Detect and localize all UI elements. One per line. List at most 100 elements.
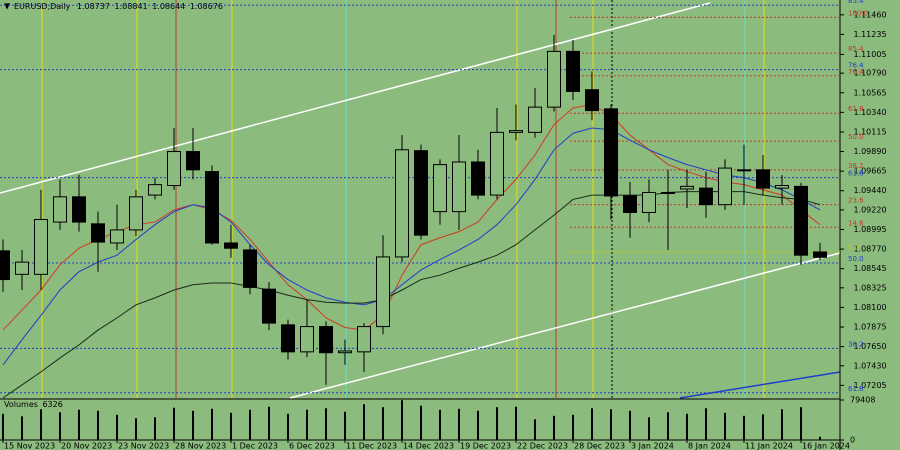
y-tick-label: 1.08100 <box>853 303 886 312</box>
candle-body <box>110 229 124 244</box>
level-label: 38.2 <box>848 340 864 348</box>
candle-body <box>338 350 352 354</box>
x-tick-label: 22 Dec 2023 <box>517 442 568 450</box>
x-tick-label: 28 Dec 2023 <box>574 442 625 450</box>
candle-body <box>186 151 200 171</box>
low-value: 1.08644 <box>152 2 185 11</box>
x-tick-label: 15 Nov 2023 <box>4 442 55 450</box>
level-label: 61.8 <box>848 105 864 113</box>
candle-body <box>433 164 447 213</box>
candle-body <box>53 196 67 223</box>
high-value: 1.08841 <box>115 2 148 11</box>
candle-body <box>452 161 466 213</box>
y-tick-label: 1.08995 <box>853 225 886 234</box>
y-tick-label: 1.09665 <box>853 167 886 176</box>
y-tick-label: 1.08325 <box>853 283 886 292</box>
candle-body <box>642 191 656 213</box>
level-label: 61.8 <box>848 385 864 393</box>
candle-body <box>718 167 732 206</box>
y-tick-label: 1.07205 <box>853 381 886 390</box>
candle-body <box>737 169 751 172</box>
y-tick-label: 1.07430 <box>853 361 886 370</box>
x-tick-label: 11 Dec 2023 <box>346 442 397 450</box>
candle-body <box>566 50 580 92</box>
candle-body <box>91 223 105 243</box>
level-label: 23.6 <box>848 197 864 205</box>
chart-title: EURUSD,Daily <box>14 2 71 11</box>
y-tick-label: 1.07875 <box>853 323 886 332</box>
y-tick-label: 1.08545 <box>853 264 886 273</box>
trend-line <box>679 371 841 399</box>
level-label: 85.4 <box>848 45 864 53</box>
close-value: 1.08676 <box>190 2 223 11</box>
level-label: 38.2 <box>848 162 864 170</box>
candle-body <box>585 89 599 112</box>
candle-body <box>167 151 181 187</box>
volume-header: Volumes 6326 <box>4 400 63 409</box>
level-label: 0.0 <box>848 244 859 252</box>
y-tick-label: 1.09220 <box>853 205 886 214</box>
x-tick-label: 6 Dec 2023 <box>289 442 335 450</box>
candle-body <box>129 196 143 231</box>
candle-body <box>319 326 333 354</box>
candle-body <box>395 149 409 258</box>
candle-body <box>604 108 618 197</box>
level-label: 14.6 <box>848 219 864 227</box>
menu-arrow: ▼ <box>4 2 11 11</box>
candle-body <box>509 130 523 133</box>
level-label: 100.0 <box>848 9 868 17</box>
x-tick-label: 3 Jan 2024 <box>631 442 674 450</box>
candle-body <box>414 150 428 236</box>
level-label: 61.8 <box>848 170 864 178</box>
candle-body <box>490 131 504 196</box>
y-tick-label: 1.10115 <box>853 127 886 136</box>
y-tick-label: 1.09440 <box>853 186 886 195</box>
trend-line <box>289 252 841 399</box>
level-label: 76.4 <box>848 62 864 70</box>
volume-tick-label: 0 <box>850 436 855 445</box>
x-tick-label: 19 Dec 2023 <box>460 442 511 450</box>
x-tick-label: 23 Nov 2023 <box>118 442 169 450</box>
candle-body <box>15 261 29 275</box>
candle-body <box>376 256 390 328</box>
x-tick-label: 14 Dec 2023 <box>403 442 454 450</box>
candle-body <box>357 326 371 353</box>
candle-body <box>224 242 238 249</box>
level-label: 50.0 <box>848 133 864 141</box>
candle-body <box>34 218 48 275</box>
volume-tick-label: 79408 <box>850 396 875 405</box>
candle-body <box>756 169 770 189</box>
y-tick-label: 1.09890 <box>853 147 886 156</box>
y-tick-label: 1.11005 <box>853 50 886 59</box>
candle-body <box>148 184 162 196</box>
candle-body <box>262 288 276 324</box>
candle-body <box>680 185 694 190</box>
y-tick-label: 1.10340 <box>853 108 886 117</box>
x-tick-label: 28 Nov 2023 <box>175 442 226 450</box>
candle-body <box>547 50 561 108</box>
candle-body <box>471 161 485 196</box>
candle-body <box>243 249 257 288</box>
x-tick-label: 8 Jan 2024 <box>688 442 731 450</box>
candle-body <box>661 191 675 194</box>
candle-body <box>72 196 86 223</box>
y-tick-label: 1.11235 <box>853 30 886 39</box>
x-tick-label: 16 Jan 2024 <box>802 442 850 450</box>
y-tick-label: 1.11460 <box>853 10 886 19</box>
moving-average <box>2 191 821 399</box>
open-value: 1.08737 <box>77 2 110 11</box>
candle-body <box>205 171 219 244</box>
y-tick-label: 1.10565 <box>853 88 886 97</box>
volume-title: Volumes <box>4 400 38 409</box>
moving-average <box>2 127 821 366</box>
trend-line <box>0 2 711 194</box>
level-label: 50.0 <box>848 255 864 263</box>
header: EURUSD,Daily 1.08737 1.08841 1.08644 1.0… <box>14 2 223 11</box>
level-label: 85.4 <box>848 0 864 5</box>
x-tick-label: 11 Jan 2024 <box>745 442 793 450</box>
y-tick-label: 1.08770 <box>853 245 886 254</box>
candle-body <box>528 106 542 133</box>
level-label: 76.4 <box>848 68 864 76</box>
candle-body <box>775 185 789 189</box>
